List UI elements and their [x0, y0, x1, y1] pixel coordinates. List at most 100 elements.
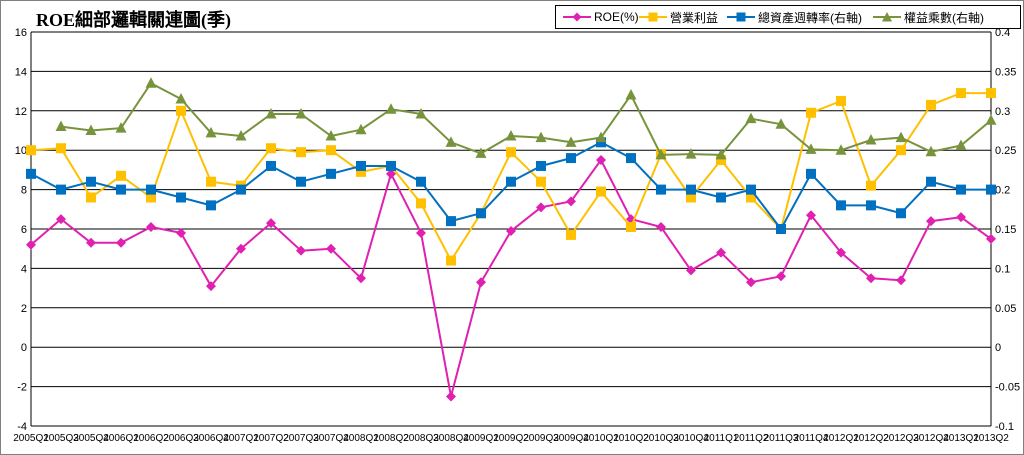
data-point [956, 184, 966, 195]
data-point [865, 133, 877, 145]
data-point [386, 160, 396, 171]
x-tick-label: 2005Q3 [43, 433, 79, 444]
data-point [926, 216, 936, 227]
x-tick-label: 2011Q4 [794, 433, 829, 444]
data-point [356, 166, 366, 177]
legend-label-roe: ROE(%) [594, 10, 639, 24]
y-right-tick-label: 0.1 [995, 263, 1010, 275]
data-point [625, 89, 637, 100]
data-point [475, 147, 487, 158]
legend-marker-equity-multiplier [873, 12, 901, 22]
data-point [536, 176, 546, 187]
x-tick-label: 2009Q4 [553, 433, 589, 444]
data-point [746, 184, 756, 195]
data-point [26, 168, 36, 179]
data-point [146, 184, 156, 195]
legend-item-equity-multiplier: 權益乘數(右軸) [872, 6, 984, 28]
x-tick-label: 2008Q4 [433, 433, 469, 444]
legend-label-equity-multiplier: 權益乘數(右軸) [904, 10, 984, 25]
data-point [266, 160, 276, 171]
x-tick-label: 2011Q2 [734, 433, 769, 444]
y-left-tick-label: 16 [15, 27, 27, 39]
data-point [776, 224, 786, 234]
data-point [296, 147, 306, 158]
y-left-tick-label: 8 [21, 185, 27, 197]
data-point [716, 192, 726, 203]
data-point [565, 136, 577, 147]
data-point [265, 107, 277, 119]
data-point [926, 99, 936, 110]
data-point [176, 192, 186, 203]
x-tick-label: 2012Q4 [913, 433, 949, 444]
y-right-tick-label: 0.4 [995, 27, 1010, 39]
data-point [656, 222, 666, 233]
data-point [955, 139, 967, 150]
data-point [595, 131, 607, 143]
x-tick-label: 2010Q3 [643, 433, 679, 444]
data-point [536, 160, 546, 171]
data-point [326, 145, 336, 156]
data-point [596, 186, 606, 197]
data-point [416, 227, 426, 238]
data-point [716, 247, 726, 258]
x-tick-label: 2006Q4 [193, 433, 229, 444]
y-right-tick-label: 0 [995, 342, 1001, 354]
data-point [536, 202, 546, 213]
data-point [566, 196, 576, 207]
x-tick-label: 2012Q1 [823, 433, 859, 444]
y-left-tick-label: 2 [21, 303, 27, 315]
data-point [416, 176, 426, 187]
data-point [56, 143, 66, 154]
data-point [715, 148, 727, 160]
data-point [355, 123, 367, 135]
data-point [566, 153, 576, 164]
data-point [626, 222, 636, 233]
x-tick-label: 2012Q3 [883, 433, 919, 444]
y-right-tick-label: 0.15 [995, 224, 1016, 236]
data-point [206, 176, 216, 187]
data-point [236, 184, 246, 195]
x-tick-label: 2008Q3 [403, 433, 439, 444]
x-tick-label: 2011Q3 [764, 433, 799, 444]
data-point [326, 168, 336, 179]
x-tick-label: 2009Q1 [463, 433, 499, 444]
x-tick-label: 2007Q3 [283, 433, 319, 444]
data-point [326, 243, 336, 254]
series-line [60, 82, 992, 156]
data-point [386, 168, 396, 179]
y-right-tick-label: 0.35 [995, 66, 1016, 78]
data-point [266, 143, 276, 154]
chart-legend: ROE(%) 營業利益 總資產週轉率(右軸) 權益乘數(右軸) [555, 5, 1021, 29]
data-point [176, 227, 186, 238]
x-tick-label: 2007Q2 [253, 433, 289, 444]
data-point [866, 180, 876, 191]
data-point [686, 184, 696, 195]
y-right-tick-label: 0.2 [995, 185, 1010, 197]
data-point [206, 281, 216, 292]
data-point [535, 131, 547, 143]
data-point [356, 273, 366, 284]
legend-item-roe: ROE(%) [562, 6, 639, 28]
data-point [356, 160, 366, 171]
data-point [805, 143, 817, 154]
data-point [836, 247, 846, 258]
data-point [86, 237, 96, 248]
data-point [506, 225, 516, 236]
data-point [596, 155, 606, 166]
data-point [775, 118, 787, 129]
legend-item-asset-turnover: 總資產週轉率(右軸) [726, 6, 862, 28]
y-left-tick-label: 0 [21, 342, 27, 354]
data-point [836, 95, 846, 106]
data-point [476, 277, 486, 288]
data-point [506, 176, 516, 187]
data-point [806, 210, 816, 221]
data-point [686, 265, 696, 276]
data-point [385, 103, 397, 114]
x-tick-label: 2013Q1 [943, 433, 979, 444]
data-point [505, 130, 517, 141]
x-tick-label: 2006Q1 [103, 433, 139, 444]
data-point [986, 184, 996, 195]
data-point [86, 176, 96, 187]
data-point [446, 216, 456, 227]
data-point [56, 214, 66, 225]
